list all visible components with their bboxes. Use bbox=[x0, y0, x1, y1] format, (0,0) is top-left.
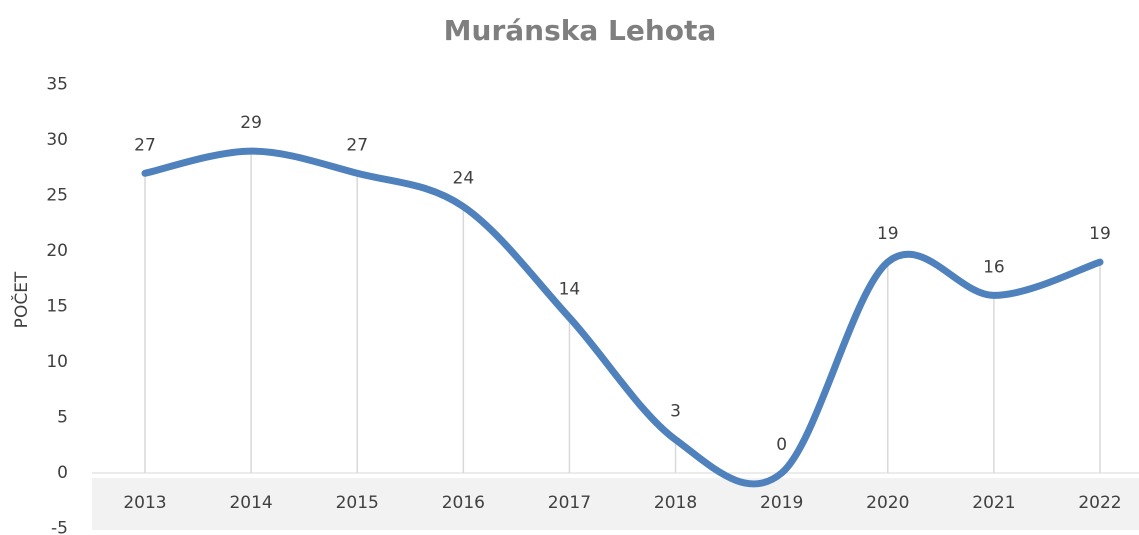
x-tick-label: 2020 bbox=[866, 493, 909, 513]
x-tick-label: 2018 bbox=[654, 493, 697, 513]
y-tick-label: -5 bbox=[51, 519, 68, 535]
data-label: 29 bbox=[240, 113, 262, 133]
y-axis-label: POČET bbox=[10, 271, 32, 328]
y-tick-label: 15 bbox=[46, 297, 68, 317]
x-axis-band bbox=[92, 478, 1139, 530]
data-label: 27 bbox=[134, 135, 156, 155]
x-tick-label: 2016 bbox=[442, 493, 485, 513]
data-label: 3 bbox=[670, 402, 681, 422]
y-tick-label: 35 bbox=[46, 75, 68, 95]
data-label: 19 bbox=[1089, 224, 1111, 244]
y-tick-label: 20 bbox=[46, 241, 68, 261]
data-label: 0 bbox=[776, 435, 787, 455]
y-tick-label: 30 bbox=[46, 130, 68, 150]
data-label: 24 bbox=[453, 169, 475, 189]
y-tick-label: 25 bbox=[46, 186, 68, 206]
data-label: 14 bbox=[559, 280, 581, 300]
data-label: 19 bbox=[877, 224, 899, 244]
x-tick-label: 2022 bbox=[1078, 493, 1121, 513]
x-tick-label: 2013 bbox=[123, 493, 166, 513]
y-tick-label: 10 bbox=[46, 352, 68, 372]
chart-title: Muránska Lehota bbox=[444, 14, 717, 47]
x-tick-label: 2021 bbox=[972, 493, 1015, 513]
data-label: 16 bbox=[983, 257, 1005, 277]
x-tick-label: 2014 bbox=[229, 493, 272, 513]
x-tick-label: 2015 bbox=[336, 493, 379, 513]
y-tick-label: 5 bbox=[57, 408, 68, 428]
data-label: 27 bbox=[346, 135, 368, 155]
y-tick-label: 0 bbox=[57, 463, 68, 483]
x-tick-label: 2017 bbox=[548, 493, 591, 513]
series-line bbox=[141, 147, 1104, 488]
x-tick-label: 2019 bbox=[760, 493, 803, 513]
